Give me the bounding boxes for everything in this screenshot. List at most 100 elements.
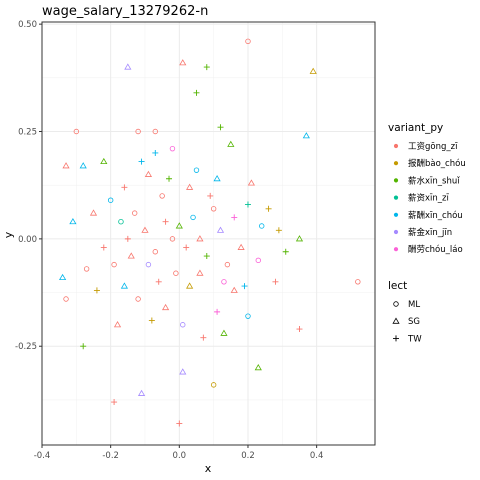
legend-label-lect: TW	[407, 334, 422, 344]
plot-panel: -0.4 -0.2 0.0 0.2 0.4 -0.25 0.00 0.25 0.50	[15, 20, 376, 461]
data-point	[241, 283, 248, 290]
data-point	[231, 214, 238, 221]
data-point	[124, 235, 131, 242]
data-point	[302, 132, 310, 139]
data-point	[275, 227, 282, 234]
data-point	[69, 217, 77, 225]
plot-background	[42, 22, 375, 445]
legend-key-color	[393, 143, 399, 149]
data-point	[152, 249, 158, 255]
data-point	[169, 236, 176, 242]
data-point	[100, 244, 107, 251]
legend-label-variant: 薪酬xīn_chóu	[408, 210, 463, 221]
legend-key-shape	[393, 301, 399, 307]
data-point	[152, 128, 158, 135]
data-point	[137, 389, 146, 396]
data-point	[255, 257, 261, 264]
data-point	[127, 252, 135, 259]
legend-key-shape	[393, 335, 399, 342]
data-point	[162, 218, 169, 225]
data-point	[244, 201, 251, 208]
data-point	[186, 183, 194, 190]
data-point	[179, 368, 187, 375]
data-point	[259, 223, 265, 229]
data-point	[89, 209, 98, 216]
data-point	[200, 334, 207, 341]
y-tick-label: 0.50	[18, 20, 37, 30]
data-point	[145, 261, 152, 268]
legend-key-color	[393, 178, 399, 183]
data-point	[193, 167, 200, 173]
data-point	[152, 149, 159, 156]
data-point	[237, 243, 245, 250]
data-point	[272, 278, 279, 285]
y-tick-label: 0.00	[18, 235, 37, 245]
data-point	[295, 235, 304, 242]
data-point	[196, 235, 204, 242]
data-point	[93, 287, 100, 294]
data-point	[207, 192, 214, 199]
data-point	[124, 63, 132, 70]
data-point	[180, 322, 186, 328]
x-tick-label: 0.0	[173, 451, 187, 461]
data-point	[227, 140, 235, 147]
data-point	[190, 214, 196, 221]
data-point	[355, 279, 361, 285]
legend-label-variant: 薪资xīn_zī	[408, 193, 449, 204]
data-point	[111, 399, 118, 406]
data-point	[217, 124, 224, 131]
data-point	[230, 286, 238, 293]
legend-label-variant: 报酬bào_chóu	[408, 158, 466, 169]
data-point	[309, 67, 317, 74]
legend-label-variant: 薪金xīn_jīn	[408, 227, 452, 238]
data-point	[203, 64, 210, 71]
data-point	[245, 38, 251, 45]
y-axis-label: y	[2, 231, 15, 238]
data-point	[161, 303, 170, 311]
data-point	[135, 128, 141, 135]
data-point	[138, 158, 145, 165]
data-point	[169, 145, 176, 152]
data-point	[282, 248, 289, 255]
legend-key-shape	[392, 317, 400, 324]
legend-label-lect: ML	[408, 300, 420, 310]
data-point	[213, 175, 221, 182]
data-point	[210, 206, 217, 212]
data-point	[155, 278, 162, 285]
data-point	[224, 261, 231, 268]
data-point	[193, 89, 200, 96]
legend-key-color	[393, 195, 399, 200]
data-point	[265, 205, 272, 212]
data-point	[131, 210, 138, 216]
data-point	[214, 308, 221, 315]
data-points	[59, 38, 361, 427]
x-axis-label: x	[205, 462, 212, 475]
data-point	[159, 193, 165, 199]
legend-key-color	[393, 229, 399, 235]
legend-label-variant: 酬劳chóu_láo	[408, 244, 463, 255]
data-point	[111, 261, 117, 268]
y-tick-label: 0.25	[18, 128, 37, 138]
data-point	[59, 273, 67, 281]
x-tick-label: -0.4	[34, 451, 51, 461]
data-point	[62, 162, 70, 169]
data-point	[120, 282, 128, 289]
data-point	[247, 179, 256, 186]
data-point	[183, 244, 190, 251]
chart-title: wage_salary_13279262-n	[42, 4, 208, 19]
data-point	[80, 343, 87, 350]
data-point	[79, 162, 87, 169]
color-legend-title: variant_py	[388, 122, 443, 134]
data-point	[141, 226, 149, 233]
legend-key-color	[393, 161, 399, 166]
data-point	[216, 226, 225, 233]
data-point	[166, 175, 173, 182]
x-tick-label: -0.2	[102, 451, 119, 461]
data-point	[73, 128, 80, 135]
data-point	[296, 326, 303, 333]
data-point	[196, 269, 204, 276]
data-point	[179, 59, 187, 66]
legend: variant_py 工资gōng_zī 报酬bào_chóu 薪水xīn_shuǐ 薪…	[388, 122, 466, 344]
plot-border	[41, 21, 376, 446]
data-point	[113, 321, 122, 328]
